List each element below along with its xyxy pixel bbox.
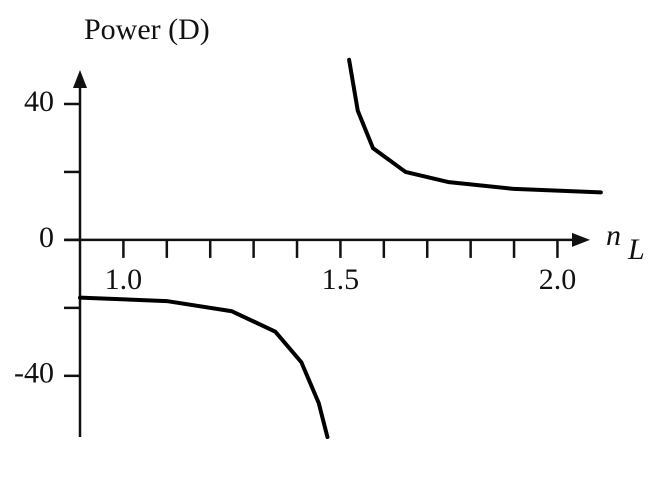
y-tick-label: 40 (24, 85, 54, 118)
y-axis-label: Power (D) (84, 13, 210, 46)
x-tick-label: 1.0 (105, 263, 143, 296)
x-axis-label: n (606, 219, 621, 252)
y-axis-arrow (73, 70, 87, 88)
x-axis-arrow (572, 232, 590, 247)
x-tick-label: 1.5 (322, 263, 360, 296)
data-line (78, 57, 603, 439)
y-tick-label: -40 (14, 357, 54, 390)
y-tick-label: 0 (39, 221, 54, 254)
x-axis-label-subscript: L (627, 233, 645, 266)
x-tick-label: 2.0 (539, 263, 577, 296)
